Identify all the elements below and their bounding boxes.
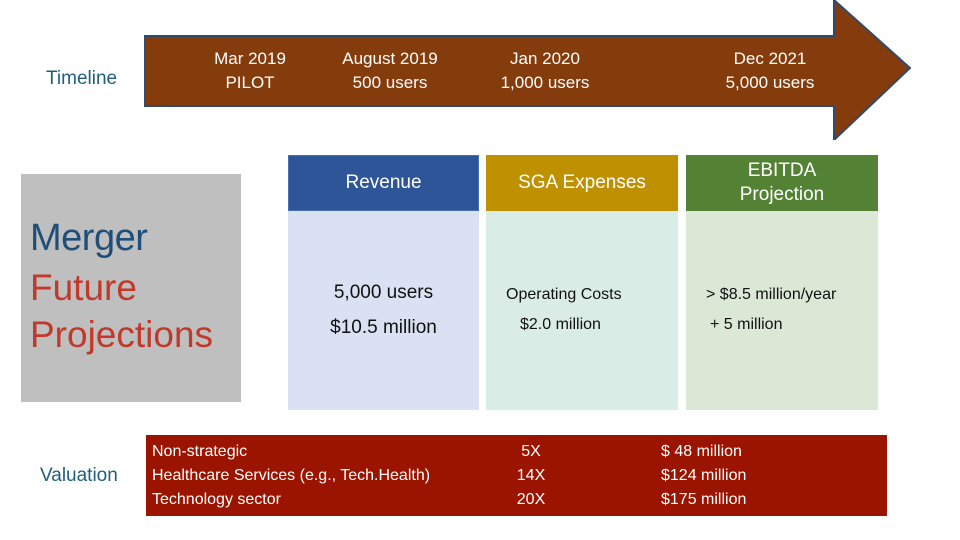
milestone-dec-2021: Dec 2021 5,000 users xyxy=(700,47,840,95)
milestone-detail: 1,000 users xyxy=(500,73,590,92)
ebitda-header: EBITDA Projection xyxy=(686,155,878,211)
timeline-arrow xyxy=(144,0,912,140)
valuation-sectors: Non-strategic Healthcare Services (e.g.,… xyxy=(152,440,430,512)
merger-subtitle-projections: Projections xyxy=(30,314,214,355)
revenue-users: 5,000 users xyxy=(333,282,434,303)
valuation-multiple: 20X xyxy=(516,491,546,508)
ebitda-plus: + 5 million xyxy=(710,316,783,333)
milestone-aug-2019: August 2019 500 users xyxy=(320,47,460,95)
revenue-header: Revenue xyxy=(288,155,479,211)
milestone-date: Mar 2019 xyxy=(214,49,286,68)
valuation-amount: $124 million xyxy=(661,467,747,484)
valuation-amount: $175 million xyxy=(661,491,747,508)
ebitda-per-year: > $8.5 million/year xyxy=(706,286,837,303)
ebitda-header-line1: EBITDA xyxy=(747,160,817,181)
valuation-multiple: 5X xyxy=(521,443,541,460)
valuation-sector: Non-strategic xyxy=(152,443,248,460)
sga-operating-costs: Operating Costs xyxy=(506,286,622,303)
valuation-label: Valuation xyxy=(40,465,118,486)
ebitda-body xyxy=(686,211,878,410)
milestone-mar-2019: Mar 2019 PILOT xyxy=(190,47,310,95)
sga-header: SGA Expenses xyxy=(486,155,678,211)
valuation-sector: Healthcare Services (e.g., Tech.Health) xyxy=(152,467,431,484)
milestone-detail: 5,000 users xyxy=(725,73,815,92)
milestone-jan-2020: Jan 2020 1,000 users xyxy=(480,47,610,95)
sga-amount: $2.0 million xyxy=(520,316,601,333)
revenue-body xyxy=(288,211,479,410)
sga-body xyxy=(486,211,678,410)
milestone-date: August 2019 xyxy=(342,49,438,68)
valuation-amount: $ 48 million xyxy=(661,443,742,460)
valuation-amounts: $ 48 million $124 million $175 million xyxy=(661,440,746,512)
valuation-bar xyxy=(146,435,887,516)
valuation-multiples: 5X 14X 20X xyxy=(506,440,556,512)
milestone-date: Dec 2021 xyxy=(733,49,807,68)
valuation-multiple: 14X xyxy=(516,467,546,484)
milestone-detail: 500 users xyxy=(352,73,428,92)
merger-title: Merger xyxy=(30,217,148,259)
merger-subtitle-future: Future xyxy=(30,267,137,308)
milestone-date: Jan 2020 xyxy=(510,49,580,68)
milestone-detail: PILOT xyxy=(225,73,275,92)
timeline-arrow-shape xyxy=(144,0,912,140)
valuation-sector: Technology sector xyxy=(152,491,281,508)
ebitda-header-line2: Projection xyxy=(739,184,825,205)
revenue-amount: $10.5 million xyxy=(330,317,437,338)
merger-panel xyxy=(21,174,241,402)
timeline-label: Timeline xyxy=(46,68,118,89)
